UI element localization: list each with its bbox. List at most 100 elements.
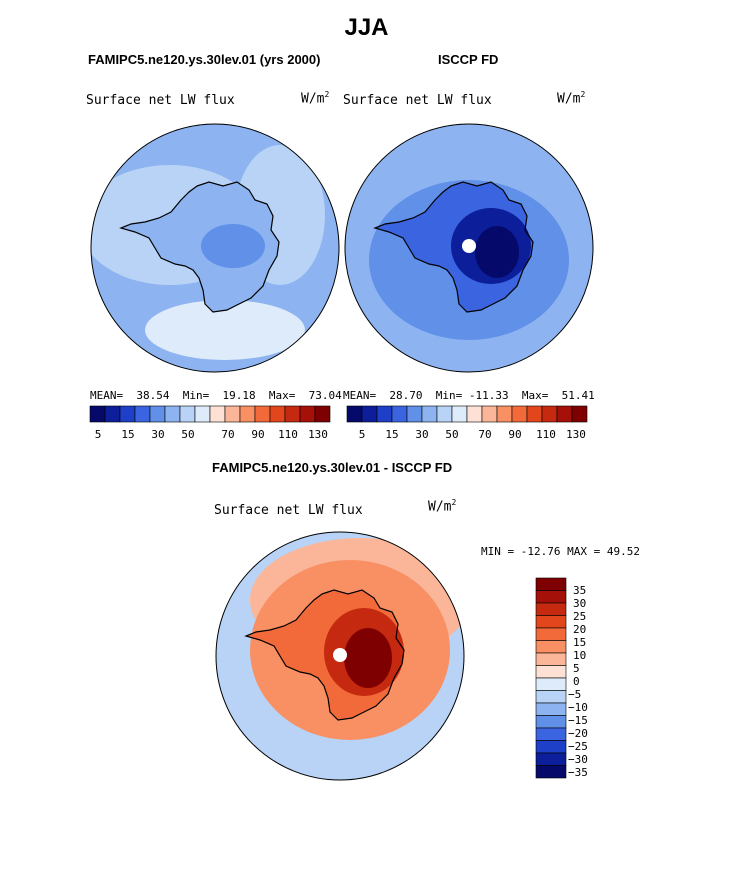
panel1-colorbar-tick: 15 — [121, 428, 135, 441]
diff-colorbar-tick: 30 — [573, 597, 587, 610]
panel2-colorbar-tick: 130 — [566, 428, 586, 441]
colorbar-swatch — [391, 405, 408, 423]
colorbar-swatch — [481, 405, 498, 423]
panel1-variable-label: Surface net LW flux — [86, 93, 235, 108]
diff-colorbar — [535, 577, 567, 779]
colorbar-swatch — [224, 405, 241, 423]
diff-colorbar-tick: 15 — [573, 636, 587, 649]
colorbar-swatch — [164, 405, 181, 423]
panel1-units-label: W/m2 — [301, 90, 330, 107]
model-map-interior — [201, 224, 265, 268]
colorbar-swatch — [451, 405, 468, 423]
colorbar-swatch — [535, 652, 567, 666]
diff-map — [215, 531, 465, 781]
colorbar-swatch — [406, 405, 423, 423]
colorbar-swatch — [511, 405, 528, 423]
colorbar-swatch — [254, 405, 271, 423]
diff-colorbar-tick: −20 — [568, 727, 588, 740]
panel1-colorbar-tick: 5 — [94, 428, 102, 441]
colorbar-swatch — [535, 752, 567, 766]
diff-min-max: MIN = -12.76 MAX = 49.52 — [481, 545, 640, 558]
colorbar-swatch — [535, 615, 567, 629]
panel1-heading: FAMIPC5.ne120.ys.30lev.01 (yrs 2000) — [88, 52, 321, 67]
diff-map-pole-marker — [333, 648, 347, 662]
colorbar-swatch — [526, 405, 543, 423]
colorbar-swatch — [535, 727, 567, 741]
panel1-colorbar-tick: 90 — [251, 428, 265, 441]
diff-map-plateau — [344, 628, 392, 688]
panel1-colorbar-tick: 30 — [151, 428, 165, 441]
colorbar-swatch — [421, 405, 438, 423]
obs-map-border — [344, 123, 594, 373]
diff-colorbar-tick: 20 — [573, 623, 587, 636]
panel2-colorbar-tick: 15 — [385, 428, 399, 441]
panel2-units-label: W/m2 — [557, 90, 586, 107]
panel1-colorbar-tick: 50 — [181, 428, 195, 441]
panel1-colorbar — [89, 405, 331, 423]
diff-colorbar-tick: 5 — [573, 662, 580, 675]
diff-colorbar-tick: −30 — [568, 753, 588, 766]
diff-colorbar-tick: 35 — [573, 584, 587, 597]
diff-heading: FAMIPC5.ne120.ys.30lev.01 - ISCCP FD — [212, 460, 453, 475]
colorbar-swatch — [134, 405, 151, 423]
colorbar-swatch — [346, 405, 363, 423]
panel1-stats: MEAN= 38.54 Min= 19.18 Max= 73.04 — [90, 389, 342, 402]
diff-variable-label: Surface net LW flux — [214, 503, 363, 518]
colorbar-swatch — [466, 405, 483, 423]
colorbar-swatch — [496, 405, 513, 423]
model-map — [90, 123, 340, 373]
panel2-colorbar-tick: 5 — [358, 428, 366, 441]
colorbar-swatch — [239, 405, 256, 423]
panel2-colorbar-tick: 90 — [508, 428, 522, 441]
diff-units-label: W/m2 — [428, 498, 457, 515]
diff-colorbar-tick: 0 — [573, 675, 580, 688]
obs-map — [344, 123, 594, 373]
figure-title: JJA — [344, 14, 389, 41]
colorbar-swatch — [299, 405, 316, 423]
colorbar-swatch — [571, 405, 588, 423]
colorbar-swatch — [194, 405, 211, 423]
colorbar-swatch — [284, 405, 301, 423]
panel1-colorbar-tick: 110 — [278, 428, 298, 441]
diff-colorbar-tick: −10 — [568, 701, 588, 714]
colorbar-swatch — [535, 577, 567, 591]
colorbar-swatch — [535, 627, 567, 641]
panel2-stats: MEAN= 28.70 Min= -11.33 Max= 51.41 — [343, 389, 595, 402]
colorbar-swatch — [535, 590, 567, 604]
colorbar-swatch — [541, 405, 558, 423]
colorbar-swatch — [535, 640, 567, 654]
obs-map-plateau — [475, 226, 519, 278]
colorbar-swatch — [535, 715, 567, 729]
colorbar-swatch — [535, 665, 567, 679]
colorbar-swatch — [361, 405, 378, 423]
colorbar-swatch — [535, 702, 567, 716]
panel2-colorbar-tick: 30 — [415, 428, 429, 441]
panel1-colorbar-tick: 70 — [221, 428, 235, 441]
colorbar-swatch — [269, 405, 286, 423]
diff-colorbar-tick: −5 — [568, 688, 582, 701]
colorbar-swatch — [119, 405, 136, 423]
diff-map-border — [215, 531, 465, 781]
panel2-colorbar-tick: 110 — [536, 428, 556, 441]
model-map-border — [90, 123, 340, 373]
colorbar-swatch — [179, 405, 196, 423]
colorbar-swatch — [535, 602, 567, 616]
panel2-colorbar-tick: 50 — [445, 428, 459, 441]
colorbar-swatch — [149, 405, 166, 423]
diff-colorbar-tick: −35 — [568, 766, 588, 779]
colorbar-swatch — [535, 740, 567, 754]
colorbar-swatch — [436, 405, 453, 423]
panel2-colorbar-tick: 70 — [478, 428, 492, 441]
colorbar-swatch — [314, 405, 331, 423]
colorbar-swatch — [535, 765, 567, 779]
diff-colorbar-tick: −25 — [568, 740, 588, 753]
panel1-colorbar-tick: 130 — [308, 428, 328, 441]
colorbar-swatch — [209, 405, 226, 423]
colorbar-swatch — [104, 405, 121, 423]
diff-colorbar-tick: 10 — [573, 649, 587, 662]
diff-colorbar-tick: −15 — [568, 714, 588, 727]
colorbar-swatch — [376, 405, 393, 423]
colorbar-swatch — [535, 690, 567, 704]
panel2-colorbar — [346, 405, 588, 423]
